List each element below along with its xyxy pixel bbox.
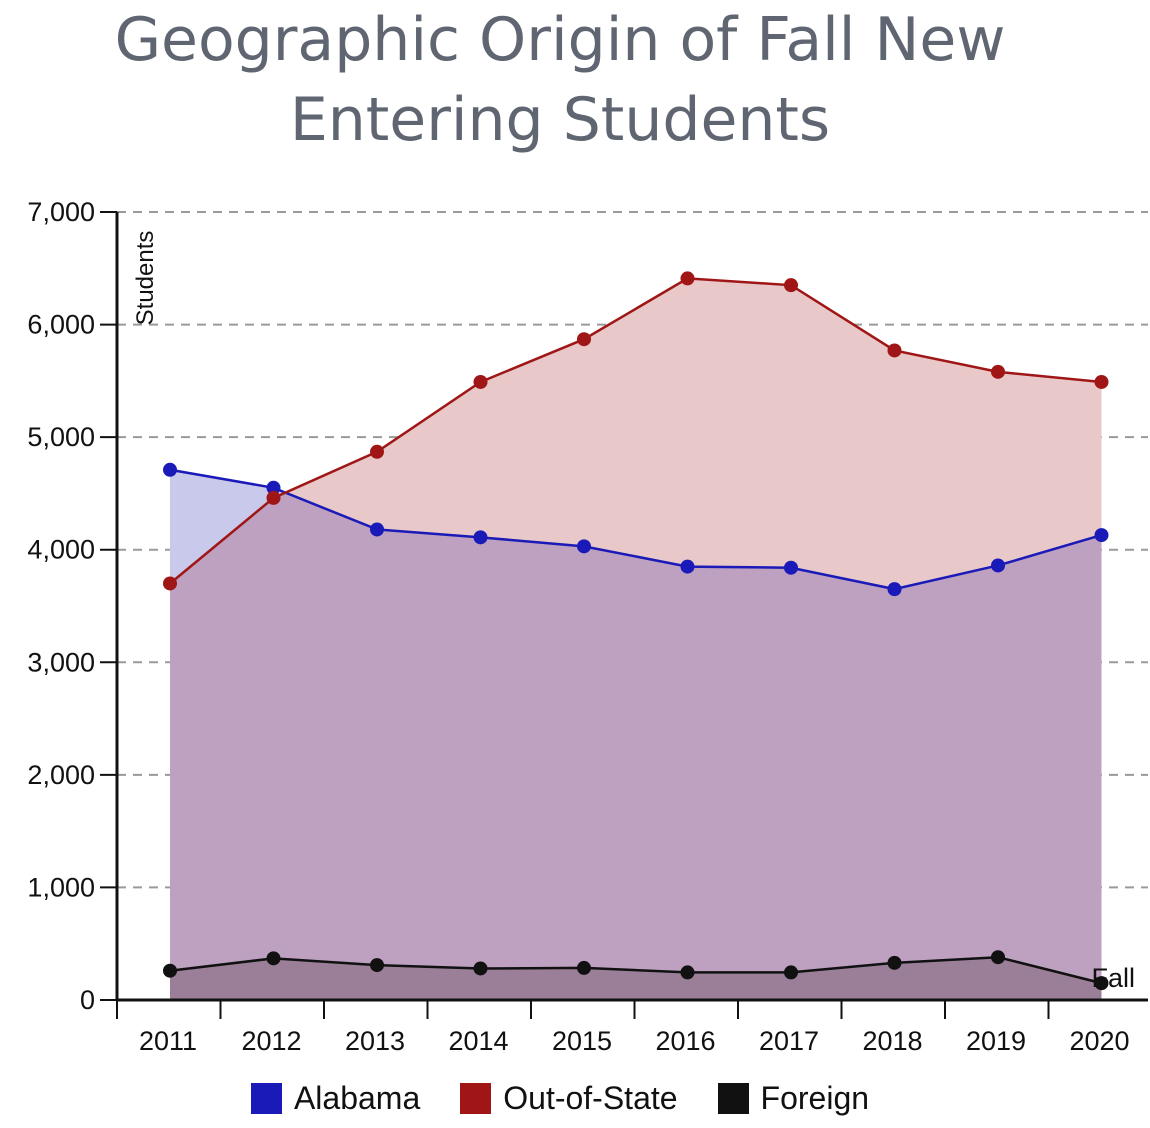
chart-title-line-1: Geographic Origin of Fall New <box>114 5 1006 75</box>
series-lines <box>169 277 1102 985</box>
y-tick-label: 6,000 <box>27 310 95 340</box>
legend-swatch-foreign <box>717 1083 749 1114</box>
y-tick-label: 7,000 <box>27 197 95 227</box>
point-alabama <box>784 560 798 575</box>
point-out-of-state <box>266 490 281 505</box>
point-alabama <box>577 539 591 554</box>
point-foreign <box>887 955 902 970</box>
legend-label-out-of-state: Out-of-State <box>503 1080 678 1116</box>
point-out-of-state <box>370 444 384 459</box>
chart-title-line-2: Entering Students <box>289 85 831 155</box>
point-out-of-state <box>887 343 902 358</box>
x-tick-label: 2011 <box>139 1026 197 1056</box>
point-out-of-state <box>473 374 488 389</box>
area-chart: 0 1,000 2,000 3,000 4,000 5,000 6,000 7,000 2011… <box>27 197 1148 1056</box>
point-out-of-state <box>577 332 591 347</box>
x-tick-label: 2012 <box>241 1026 301 1056</box>
legend-label-foreign: Foreign <box>760 1080 870 1116</box>
legend-item-alabama[interactable]: Alabama <box>250 1080 421 1117</box>
point-alabama <box>163 462 177 477</box>
point-out-of-state <box>680 271 695 286</box>
fall-annotation: Fall <box>1091 963 1135 993</box>
y-axis-title: Students <box>132 231 159 326</box>
point-alabama <box>473 530 488 545</box>
x-tick-label: 2018 <box>862 1026 922 1056</box>
line-alabama <box>169 468 1102 591</box>
point-foreign <box>577 960 591 975</box>
y-tick-label: 2,000 <box>27 760 95 790</box>
area-overlap <box>170 469 1102 1000</box>
y-tick-label: 1,000 <box>27 872 95 902</box>
point-alabama <box>266 480 281 495</box>
x-tick-label: 2019 <box>966 1026 1026 1056</box>
y-tick-label: 0 <box>80 985 95 1015</box>
line-foreign <box>169 955 1102 985</box>
y-tick-label: 4,000 <box>27 535 95 565</box>
point-foreign <box>266 951 281 966</box>
legend-swatch-out-of-state <box>460 1083 492 1114</box>
x-tick-label: 2013 <box>345 1026 405 1056</box>
point-foreign <box>473 961 488 976</box>
area-foreign <box>170 957 1102 1000</box>
point-alabama <box>991 558 1005 573</box>
point-alabama <box>680 559 695 574</box>
point-out-of-state <box>784 278 798 293</box>
point-foreign <box>163 963 177 978</box>
series-points <box>163 271 1109 991</box>
axes: 0 1,000 2,000 3,000 4,000 5,000 6,000 7,000 2011… <box>27 197 1148 1056</box>
x-tick-label: 2020 <box>1069 1026 1129 1056</box>
point-foreign <box>1094 976 1109 991</box>
legend-item-out-of-state[interactable]: Out-of-State <box>460 1080 678 1117</box>
legend: Alabama Out-of-State Foreign <box>0 1080 1120 1117</box>
point-foreign <box>370 958 384 973</box>
point-alabama <box>1094 528 1109 543</box>
y-tick-label: 3,000 <box>27 647 95 677</box>
legend-swatch-alabama <box>250 1083 282 1114</box>
point-out-of-state <box>163 576 177 591</box>
legend-label-alabama: Alabama <box>293 1080 421 1116</box>
x-tick-label: 2017 <box>759 1026 819 1056</box>
legend-item-foreign[interactable]: Foreign <box>717 1080 870 1117</box>
point-alabama <box>370 522 384 537</box>
point-foreign <box>680 965 695 980</box>
point-out-of-state <box>991 364 1005 379</box>
line-out-of-state <box>169 277 1102 585</box>
x-tick-label: 2015 <box>552 1026 612 1056</box>
point-foreign <box>991 950 1005 965</box>
point-foreign <box>784 965 798 980</box>
x-tick-label: 2014 <box>448 1026 508 1056</box>
y-tick-label: 5,000 <box>27 422 95 452</box>
x-tick-label: 2016 <box>655 1026 715 1056</box>
point-alabama <box>887 582 902 597</box>
chart-title: Geographic Origin of Fall New Entering S… <box>0 0 1120 160</box>
series-areas <box>170 278 1102 1001</box>
point-out-of-state <box>1094 374 1109 389</box>
